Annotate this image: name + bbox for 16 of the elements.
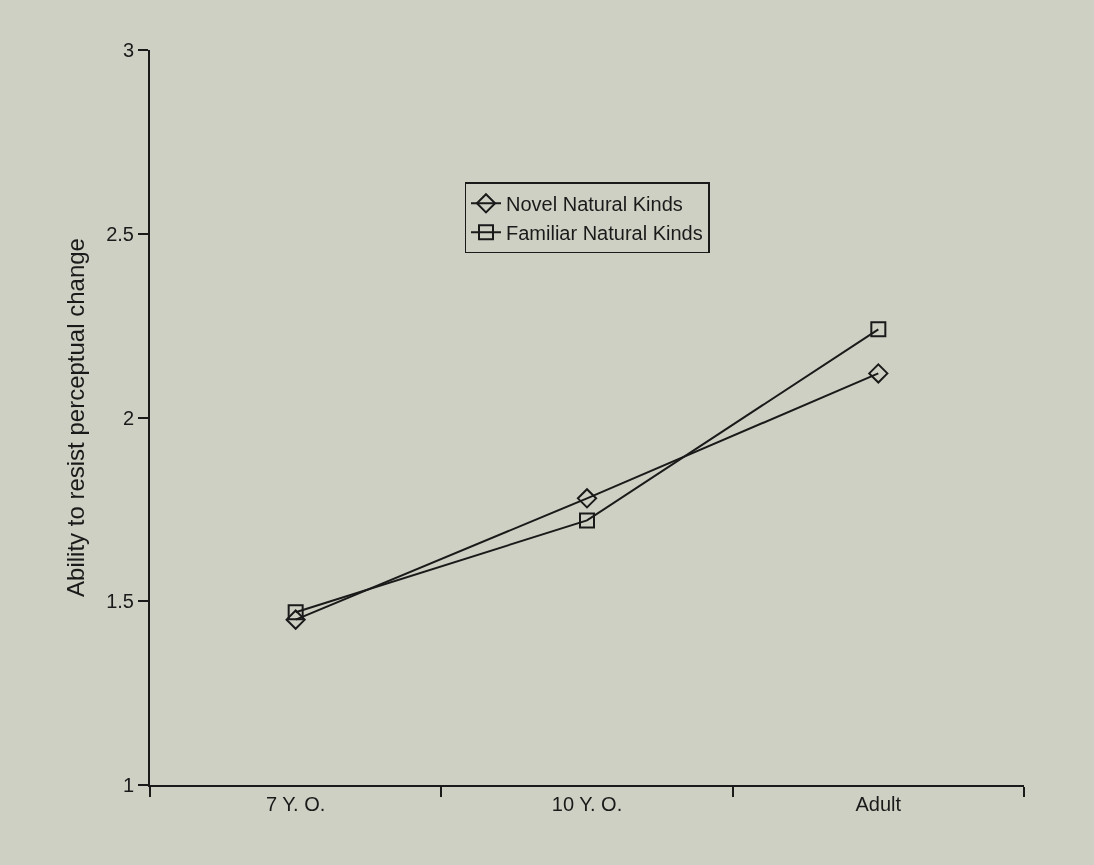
x-tick-label: 10 Y. O. [551, 793, 623, 815]
y-tick-label: 2.5 [106, 222, 134, 245]
x-tick-label: 7 Y. O. [266, 793, 326, 815]
point [868, 363, 889, 384]
x-tick-label: Adult [855, 793, 902, 815]
legend-label: Familiar Natural Kinds [506, 222, 703, 245]
point [576, 488, 598, 509]
y-tick-label: 1 [122, 774, 134, 796]
point [870, 321, 887, 338]
y-tick-label: 3 [122, 39, 134, 61]
y-tick-label: 2 [122, 406, 134, 429]
point [579, 512, 595, 529]
y-tick-label: 1.5 [106, 590, 134, 613]
y-axis-title: Ability to resist perceptual change [61, 238, 89, 597]
legend-label: Novel Natural Kinds [506, 193, 683, 216]
point [285, 609, 306, 630]
